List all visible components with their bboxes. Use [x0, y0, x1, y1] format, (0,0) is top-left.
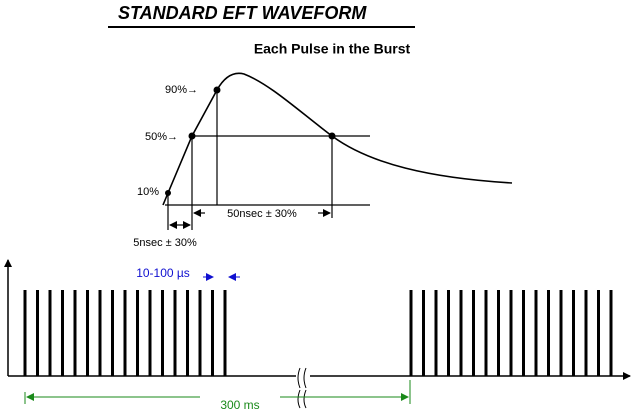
label: 90%→ [165, 84, 198, 96]
label: 5nsec ± 30% [133, 237, 197, 249]
pulse-curve [162, 72, 513, 206]
label: 50nsec ± 30% [227, 208, 297, 220]
title: STANDARD EFT WAVEFORM [118, 3, 367, 23]
label: 50%→ [145, 131, 178, 143]
pulse-title: Each Pulse in the Burst [254, 41, 411, 57]
label: 300 ms [220, 398, 259, 412]
points [165, 86, 336, 196]
break-gap [296, 368, 310, 408]
point [165, 190, 171, 196]
point [188, 132, 196, 140]
label: 10% [137, 186, 159, 198]
axis-break [297, 367, 307, 409]
point [213, 86, 221, 94]
point [328, 132, 336, 140]
pulse-figure [162, 72, 513, 230]
label: 10-100 µs [136, 266, 190, 280]
pulse-train [23, 290, 613, 376]
